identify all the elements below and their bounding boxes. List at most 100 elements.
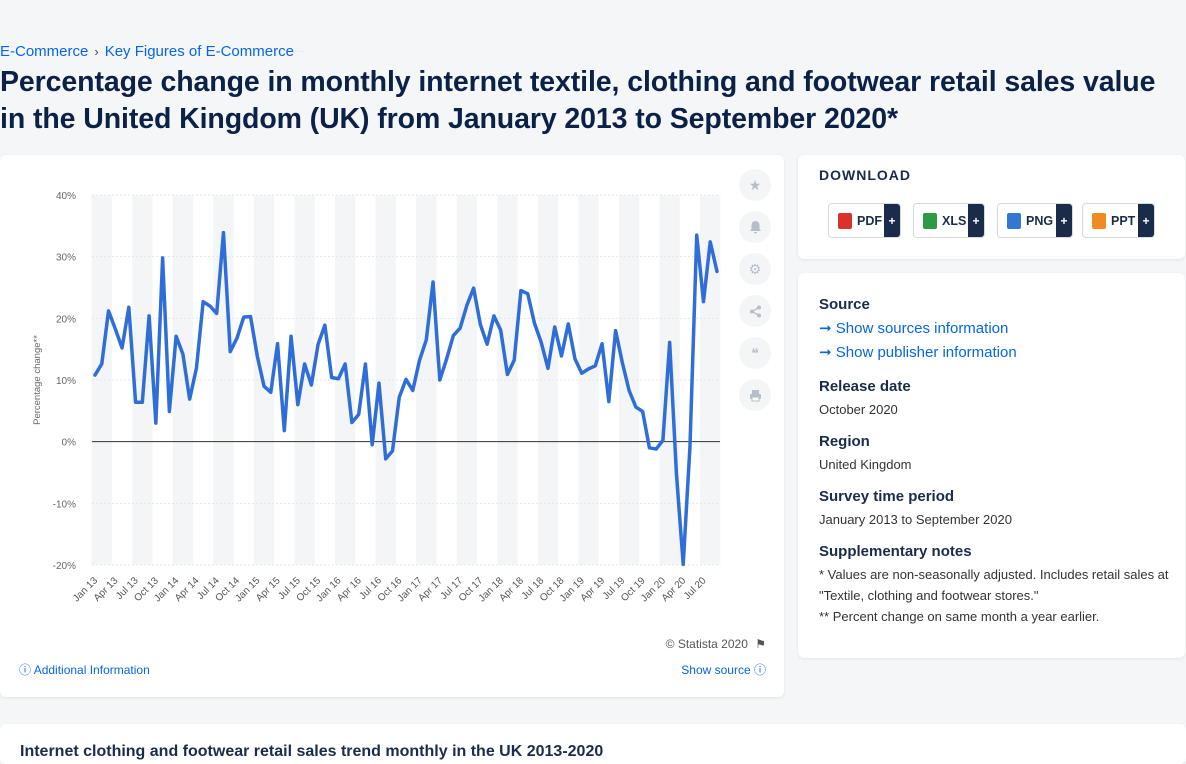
download-png-button[interactable]: PNG + (997, 203, 1073, 238)
arrow-right-icon: ➞ (819, 320, 832, 337)
data-point (283, 429, 286, 432)
data-point (431, 280, 435, 284)
plus-icon[interactable]: + (884, 204, 900, 237)
plus-icon[interactable]: + (968, 204, 984, 237)
related-statistic-card: Internet clothing and footwear retail sa… (0, 724, 1186, 764)
data-point (580, 372, 583, 375)
show-source-link[interactable]: Show source ⓘ (681, 661, 766, 678)
breadcrumb: E-Commerce › Key Figures of E-Commerce (0, 43, 294, 60)
download-xls-label: XLS (942, 213, 967, 228)
additional-info-link[interactable]: ⓘ Additional Information (19, 661, 150, 678)
download-ppt-button[interactable]: PPT + (1082, 203, 1155, 238)
data-point (222, 231, 225, 234)
data-point (256, 354, 259, 358)
data-point (715, 270, 719, 273)
data-point (120, 346, 124, 350)
data-point (648, 446, 651, 450)
data-point (114, 327, 117, 331)
data-point (100, 362, 103, 366)
source-heading: Source (819, 296, 870, 313)
data-point (567, 322, 570, 326)
data-point (249, 315, 252, 318)
flag-icon[interactable]: ⚑ (755, 637, 766, 651)
source-section: Source ➞ Show sources information ➞ Show… (819, 296, 1169, 365)
xls-file-icon (923, 212, 937, 229)
y-tick-label: 0% (62, 438, 77, 449)
plus-icon[interactable]: + (1138, 204, 1154, 237)
breadcrumb-separator: › (94, 44, 99, 59)
star-icon[interactable]: ★ (739, 169, 771, 201)
region-section: Region United Kingdom (819, 433, 1169, 475)
plus-icon[interactable]: + (1056, 204, 1072, 237)
info-icon: ⓘ (19, 663, 32, 677)
bell-icon[interactable] (739, 211, 771, 243)
breadcrumb-ecommerce[interactable]: E-Commerce (0, 43, 89, 60)
note-values: * Values are non-seasonally adjusted. In… (819, 567, 1169, 603)
data-point (641, 410, 644, 413)
data-point (201, 300, 205, 303)
data-point (188, 397, 191, 401)
download-xls-button[interactable]: XLS + (913, 203, 985, 238)
related-statistic-title[interactable]: Internet clothing and footwear retail sa… (20, 743, 604, 760)
data-point (492, 314, 496, 318)
data-point (499, 328, 502, 332)
survey-section: Survey time period January 2013 to Septe… (819, 488, 1169, 530)
show-publisher-label: Show publisher information (835, 344, 1017, 361)
data-point (526, 292, 529, 295)
data-point (661, 439, 665, 442)
breadcrumb-key-figures[interactable]: Key Figures of E-Commerce (104, 43, 294, 60)
data-point (398, 396, 401, 399)
data-point (709, 240, 712, 244)
data-point (411, 389, 414, 392)
data-point (350, 421, 354, 424)
print-icon[interactable] (739, 379, 771, 411)
data-point (215, 312, 218, 315)
data-point (141, 401, 144, 404)
ppt-file-icon (1092, 212, 1106, 229)
data-point (269, 391, 272, 394)
data-point (384, 457, 387, 461)
data-point (458, 327, 462, 330)
data-point (634, 405, 638, 409)
show-sources-link[interactable]: ➞ Show sources information (819, 317, 1169, 341)
y-tick-label: -20% (53, 561, 76, 572)
data-point (330, 376, 333, 379)
data-point (107, 309, 110, 313)
data-point (533, 322, 536, 325)
data-point (654, 447, 658, 451)
page-title: Percentage change in monthly internet te… (0, 66, 1156, 135)
data-point (573, 357, 577, 361)
download-pdf-button[interactable]: PDF + (828, 203, 901, 238)
data-point (337, 377, 340, 380)
data-point (506, 373, 509, 376)
data-point (377, 381, 381, 385)
data-point (229, 350, 232, 353)
quote-icon[interactable]: ❝ (739, 337, 771, 369)
show-publisher-link[interactable]: ➞ Show publisher information (819, 341, 1169, 365)
release-heading: Release date (819, 378, 911, 395)
png-file-icon (1007, 212, 1021, 229)
data-point (560, 354, 563, 358)
show-sources-label: Show sources information (835, 320, 1009, 337)
pdf-file-icon (838, 212, 852, 229)
data-point (235, 336, 239, 340)
data-point (391, 449, 394, 453)
gear-icon[interactable]: ⚙ (739, 253, 771, 285)
share-icon[interactable] (739, 295, 771, 327)
data-point (587, 367, 590, 371)
data-point (208, 304, 212, 308)
release-value: October 2020 (819, 402, 898, 417)
data-point (553, 325, 556, 329)
data-point (404, 378, 408, 381)
data-point (310, 383, 313, 387)
data-point (276, 342, 279, 345)
data-point (371, 443, 374, 446)
data-point (682, 563, 685, 566)
line-chart: 40% 30% 20% 10% 0% -10% -20% Percentage change*… (32, 191, 721, 604)
y-tick-label: 20% (56, 314, 76, 325)
region-value: United Kingdom (819, 457, 912, 472)
y-tick-label: 30% (56, 253, 76, 264)
data-point (242, 315, 245, 319)
survey-value: January 2013 to September 2020 (819, 512, 1012, 527)
data-point (289, 335, 293, 338)
